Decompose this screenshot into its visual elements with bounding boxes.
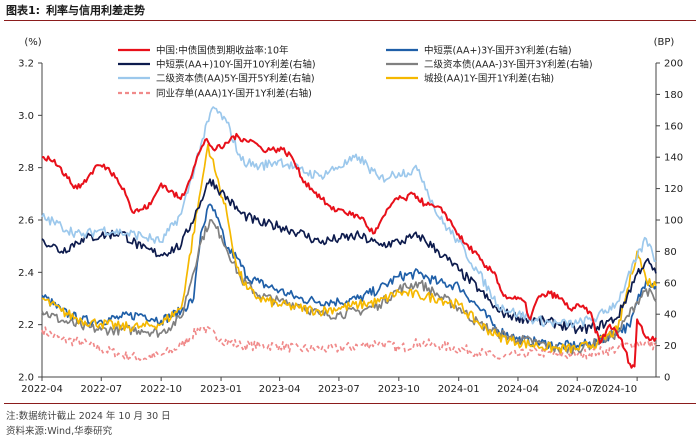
right-tick-label: 40 xyxy=(664,310,677,321)
x-tick-label: 2022-10 xyxy=(140,384,182,395)
x-tick-label: 2024-10 xyxy=(595,384,637,395)
right-tick-label: 80 xyxy=(664,247,677,258)
right-tick-label: 0 xyxy=(664,373,670,384)
legend-label: 城投(AA)1Y-国开1Y利差(右轴) xyxy=(424,73,554,85)
series-line xyxy=(42,134,656,368)
series-line xyxy=(42,107,656,327)
left-tick-label: 2.0 xyxy=(18,373,34,384)
x-tick-label: 2023-10 xyxy=(378,384,420,395)
left-tick-label: 2.6 xyxy=(18,216,34,227)
right-tick-label: 160 xyxy=(664,121,683,132)
x-tick-label: 2023-04 xyxy=(259,384,301,395)
left-axis-unit: (%) xyxy=(24,37,41,48)
right-tick-label: 100 xyxy=(664,216,683,227)
right-tick-label: 200 xyxy=(664,59,683,70)
left-tick-label: 2.4 xyxy=(18,268,34,279)
source-note: 资料来源:Wind,华泰研究 xyxy=(6,423,112,437)
right-tick-label: 140 xyxy=(664,153,683,164)
right-axis-unit: (BP) xyxy=(654,37,675,48)
right-tick-label: 180 xyxy=(664,90,683,101)
x-tick-label: 2023-01 xyxy=(200,384,242,395)
footer-rule xyxy=(4,403,696,404)
data-note: 注:数据统计截止 2024 年 10 月 30 日 xyxy=(6,408,171,422)
legend-label: 中国:中债国债到期收益率:10年 xyxy=(156,45,289,57)
legend-label: 二级资本债(AA)5Y-国开5Y利差(右轴) xyxy=(156,73,315,85)
x-tick-label: 2024-04 xyxy=(497,384,539,395)
legend-label: 中短票(AA+)3Y-国开3Y利差(右轴) xyxy=(424,45,572,57)
legend-label: 中短票(AA+)10Y-国开10Y利差(右轴) xyxy=(156,59,316,71)
right-tick-label: 20 xyxy=(664,341,677,352)
left-tick-label: 3.0 xyxy=(18,111,34,122)
legend-label: 二级资本债(AAA-)3Y-国开3Y利差(右轴) xyxy=(424,59,593,71)
x-tick-label: 2023-07 xyxy=(318,384,360,395)
x-tick-label: 2024-07 xyxy=(556,384,598,395)
line-chart: (%) (BP)3.23.02.82.62.42.22.0200180160140… xyxy=(0,0,700,402)
left-tick-label: 3.2 xyxy=(18,59,34,70)
left-tick-label: 2.8 xyxy=(18,163,34,174)
legend-label: 同业存单(AAA)1Y-国开1Y利差(右轴) xyxy=(156,88,312,100)
x-tick-label: 2022-07 xyxy=(80,384,122,395)
left-tick-label: 2.2 xyxy=(18,320,34,331)
series-line xyxy=(42,179,656,333)
x-tick-label: 2022-04 xyxy=(21,384,63,395)
right-tick-label: 60 xyxy=(664,278,677,289)
x-tick-label: 2024-01 xyxy=(438,384,480,395)
right-tick-label: 120 xyxy=(664,184,683,195)
